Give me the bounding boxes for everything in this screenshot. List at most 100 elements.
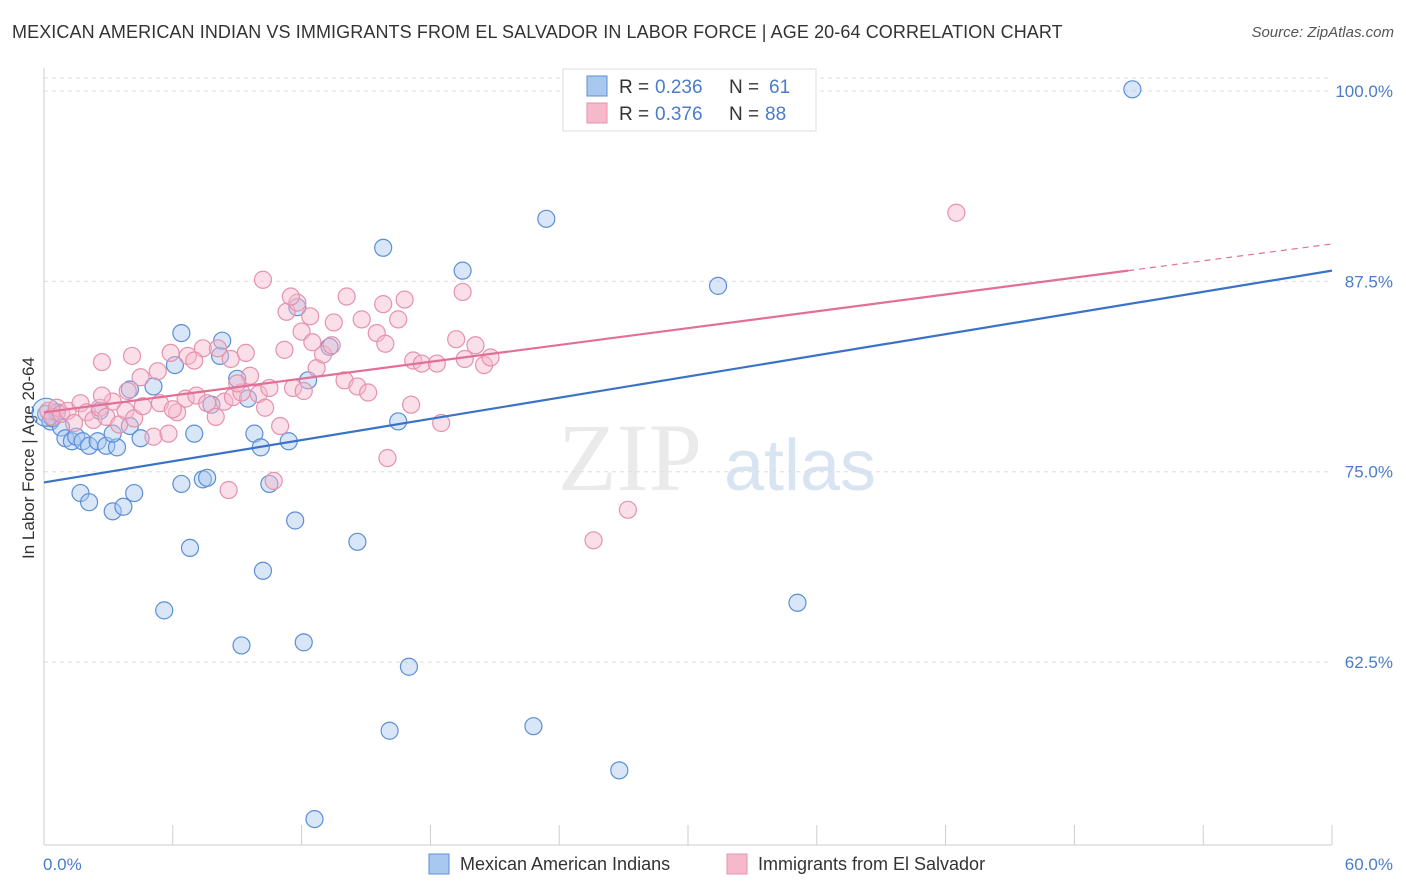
y-axis-title: In Labor Force | Age 20-64	[19, 357, 38, 559]
data-point-el-salvador	[395, 290, 414, 309]
data-point-el-salvador	[159, 424, 178, 443]
data-point-mexican-american-indian	[348, 532, 367, 551]
data-point-mexican-american-indian	[389, 412, 408, 431]
data-point-mexican-american-indian	[380, 721, 399, 740]
series-legend: Mexican American Indians Immigrants from…	[428, 853, 985, 875]
data-point-mexican-american-indian	[253, 561, 273, 580]
data-point-el-salvador	[324, 313, 343, 332]
legend-label-immigrants-el-salvador: Immigrants from El Salvador	[758, 854, 985, 874]
data-point-el-salvador	[219, 480, 238, 500]
data-point-el-salvador	[453, 282, 472, 302]
data-point-mexican-american-indian	[305, 809, 324, 829]
data-point-el-salvador	[206, 407, 225, 426]
stats-legend-r-label: R =	[619, 104, 649, 125]
y-tick-label: 87.5%	[1345, 272, 1393, 291]
data-point-mexican-american-indian	[708, 276, 728, 295]
data-point-el-salvador	[292, 322, 311, 341]
y-tick-label: 75.0%	[1345, 463, 1393, 482]
data-point-mexican-american-indian	[103, 424, 122, 443]
y-tick-label: 62.5%	[1345, 653, 1393, 672]
data-point-el-salvador	[337, 287, 356, 306]
data-point-mexican-american-indian	[88, 432, 107, 451]
legend-label-mexican-american-indians: Mexican American Indians	[460, 854, 670, 874]
data-point-el-salvador	[301, 307, 320, 326]
data-point-mexican-american-indian	[1123, 80, 1142, 99]
data-point-el-salvador	[447, 330, 466, 349]
data-point-mexican-american-indian	[172, 474, 191, 494]
data-point-mexican-american-indian	[610, 761, 629, 780]
data-point-el-salvador	[236, 343, 255, 362]
data-point-mexican-american-indian	[185, 424, 204, 443]
data-point-mexican-american-indian	[294, 633, 313, 652]
stats-legend: R = 0.236 N = 61 R = 0.376 N = 88	[562, 68, 817, 132]
stats-legend-swatch-blue	[586, 75, 608, 97]
trend-line-mexican-american-indians	[43, 269, 1333, 484]
x-tick-label: 0.0%	[43, 855, 82, 874]
stats-legend-n-label: N =	[729, 77, 759, 98]
data-point-mexican-american-indian	[288, 298, 307, 317]
legend-swatch-pink	[726, 853, 748, 875]
data-point-el-salvador	[92, 352, 112, 372]
data-point-el-salvador	[378, 448, 397, 468]
data-point-el-salvador	[281, 287, 300, 306]
stats-legend-swatch-pink	[586, 102, 608, 124]
stats-legend-r-value: 0.376	[655, 104, 703, 125]
stats-legend-n-label: N =	[729, 104, 759, 125]
data-point-el-salvador	[118, 381, 137, 401]
chart-title: MEXICAN AMERICAN INDIAN VS IMMIGRANTS FR…	[12, 22, 1063, 42]
data-point-mexican-american-indian	[198, 468, 217, 487]
data-point-el-salvador	[185, 351, 204, 370]
data-point-mexican-american-indian	[537, 209, 556, 228]
data-point-el-salvador	[271, 416, 290, 436]
data-point-mexican-american-indian	[103, 502, 122, 521]
data-point-el-salvador	[275, 340, 294, 359]
data-point-el-salvador	[427, 354, 446, 373]
trend-line-el-salvador	[43, 269, 1129, 414]
data-point-mexican-american-indian	[79, 493, 99, 512]
data-point-el-salvador	[348, 377, 367, 396]
data-point-mexican-american-indian	[107, 438, 127, 457]
data-point-el-salvador	[401, 395, 421, 414]
data-point-el-salvador	[133, 397, 152, 416]
data-point-el-salvador	[122, 346, 142, 366]
data-point-el-salvador	[208, 339, 227, 358]
data-point-el-salvador	[64, 413, 84, 433]
data-point-el-salvador	[294, 381, 313, 401]
data-point-el-salvador	[144, 427, 163, 446]
trend-lines	[43, 243, 1333, 484]
data-point-el-salvador	[92, 386, 112, 405]
data-point-el-salvador	[584, 531, 603, 550]
trend-line-el-salvador-extension	[1127, 243, 1333, 272]
data-point-el-salvador	[264, 471, 283, 490]
data-point-mexican-american-indian	[155, 601, 174, 620]
data-point-el-salvador	[376, 334, 395, 353]
watermark-atlas: atlas	[724, 426, 876, 506]
data-point-el-salvador	[466, 336, 485, 355]
data-point-el-salvador	[131, 368, 150, 387]
data-point-el-salvador	[352, 310, 371, 329]
data-point-mexican-american-indian	[399, 657, 419, 676]
series-immigrants-el-salvador	[39, 203, 966, 550]
data-point-el-salvador	[303, 333, 322, 352]
data-point-mexican-american-indian	[232, 636, 251, 655]
data-point-mexican-american-indian	[453, 261, 472, 280]
data-point-el-salvador	[322, 336, 341, 355]
y-tick-labels: 100.0% 87.5% 75.0% 62.5%	[1335, 82, 1393, 672]
data-point-mexican-american-indian	[286, 511, 305, 530]
stats-legend-n-value: 61	[769, 77, 790, 98]
data-point-mexican-american-indian	[180, 538, 200, 558]
legend-swatch-blue	[428, 853, 450, 875]
data-point-mexican-american-indian	[374, 238, 393, 257]
data-point-el-salvador	[253, 270, 273, 289]
data-point-el-salvador	[474, 355, 494, 375]
data-point-el-salvador	[161, 343, 180, 362]
x-tick-labels: 0.0% 60.0%	[43, 855, 1393, 874]
x-tick-marks	[43, 825, 1333, 845]
data-point-mexican-american-indian	[125, 483, 144, 503]
data-point-el-salvador	[481, 348, 500, 367]
data-point-mexican-american-indian	[524, 717, 543, 736]
source-label: Source: ZipAtlas.com	[1251, 24, 1394, 41]
y-tick-label: 100.0%	[1335, 82, 1393, 101]
stats-legend-n-value: 88	[765, 104, 786, 125]
